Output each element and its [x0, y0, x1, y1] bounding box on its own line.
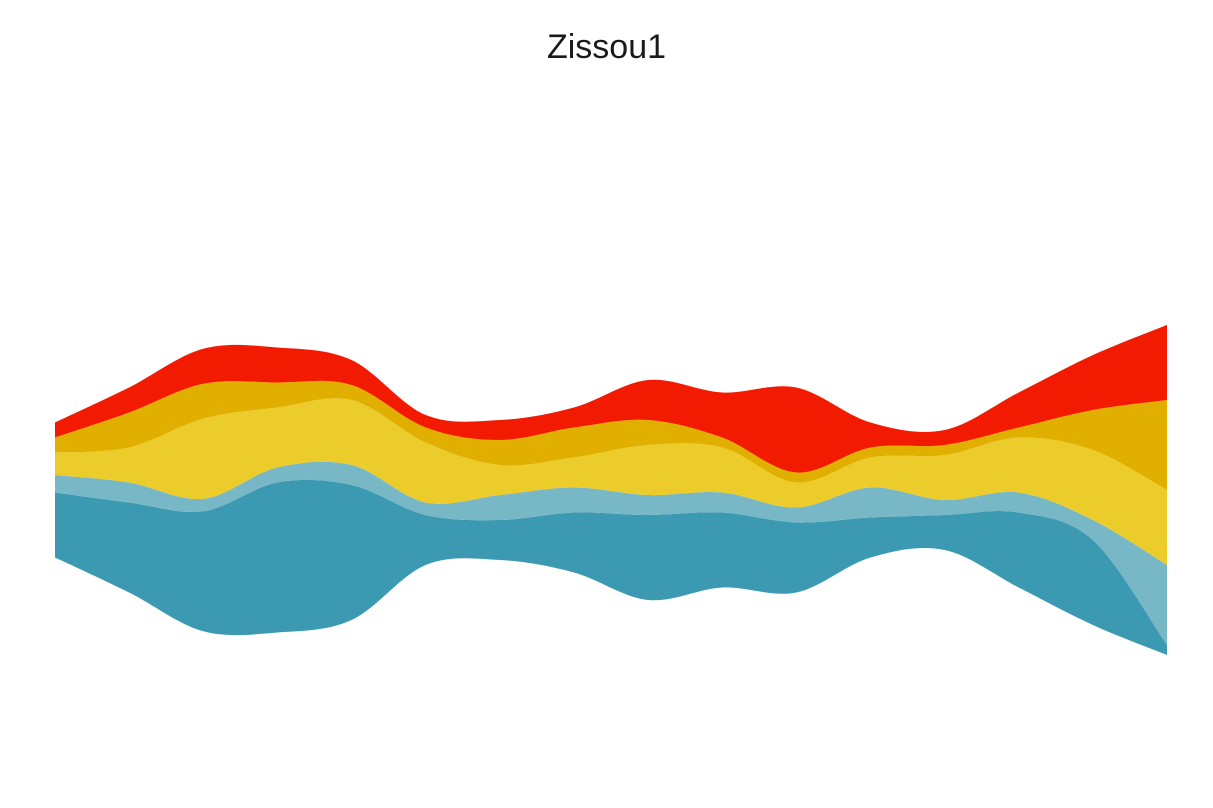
stream-layer-2	[55, 461, 1167, 645]
stream-layer-5	[55, 325, 1167, 473]
stream-layer-1	[55, 479, 1167, 655]
chart-title: Zissou1	[546, 28, 667, 66]
stream-layers	[55, 325, 1167, 655]
stream-layer-4	[55, 380, 1167, 490]
stream-layer-3	[55, 398, 1167, 565]
